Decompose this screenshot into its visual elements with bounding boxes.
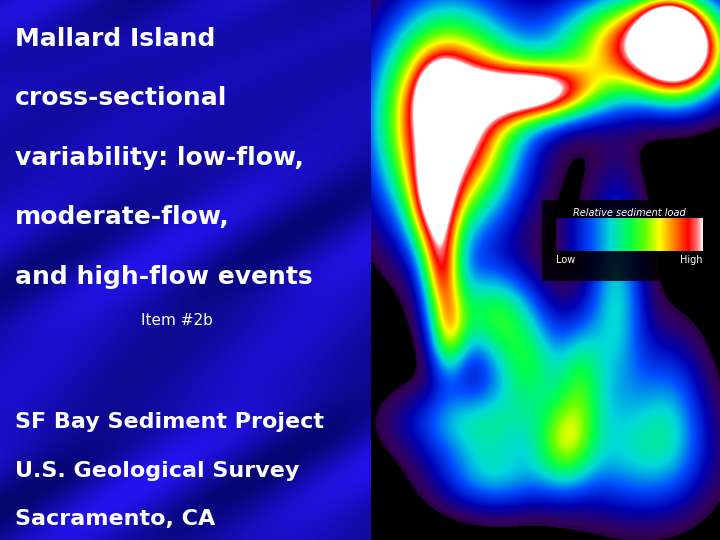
Text: Relative sediment load: Relative sediment load [573,208,685,218]
Text: cross-sectional: cross-sectional [15,86,228,110]
Text: variability: low-flow,: variability: low-flow, [15,146,304,170]
Text: moderate-flow,: moderate-flow, [15,205,230,229]
Text: Low: Low [556,255,575,265]
Text: Mallard Island: Mallard Island [15,27,215,51]
Text: SF Bay Sediment Project: SF Bay Sediment Project [15,412,324,432]
FancyBboxPatch shape [542,200,716,281]
Text: U.S. Geological Survey: U.S. Geological Survey [15,461,300,481]
Text: Sacramento, CA: Sacramento, CA [15,509,215,529]
Text: and high-flow events: and high-flow events [15,265,312,288]
Text: High: High [680,255,703,265]
Text: Item #2b: Item #2b [141,313,213,328]
